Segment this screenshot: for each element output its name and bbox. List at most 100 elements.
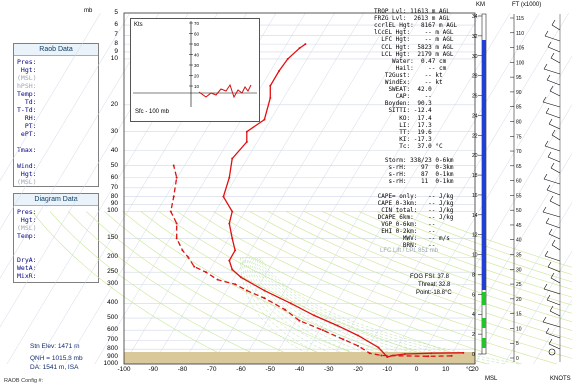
profile-point — [377, 346, 380, 349]
isotherm-line — [0, 12, 101, 182]
wind-barb — [546, 299, 561, 306]
index-line: lCcEL Hgt: -- m AGL — [374, 29, 454, 37]
profile-point — [234, 283, 237, 286]
index-line: SWEAT: 42.0 — [374, 86, 432, 94]
index-line: SITTI: -12.4 — [374, 107, 432, 115]
wet-layer-segment — [482, 338, 486, 348]
isotherm-line — [387, 55, 572, 365]
km-filled-segment — [482, 40, 486, 290]
raob-config-label: RAOB Config #: — [4, 378, 44, 384]
profile-point — [181, 249, 184, 252]
ft-tick-label: 55 — [516, 193, 522, 199]
isotherm-line — [240, 12, 452, 365]
pressure-tick-label: 800 — [107, 345, 118, 353]
pressure-tick-label: 10 — [110, 54, 118, 62]
temperature-tick-label: -40 — [294, 366, 305, 373]
hodograph-tick-label: 50 — [194, 42, 200, 47]
profile-point — [286, 57, 289, 60]
wind-barb-flag — [549, 195, 554, 202]
panel-field-label: T-Td: — [17, 106, 37, 114]
profile-point — [289, 302, 292, 305]
profile-point — [228, 176, 231, 179]
wind-barb-flag — [549, 85, 554, 92]
hodograph-panel[interactable]: Kts 70 60 50 40 30 20 10 Sfc - 100 mb — [130, 18, 260, 122]
pressure-tick-label: 70 — [110, 183, 118, 191]
profile-point — [245, 140, 248, 143]
wind-barb-flag — [548, 118, 553, 125]
diagram-data-title: Diagram Data — [14, 194, 98, 206]
panel-field-label: Pres: — [17, 208, 37, 216]
index-line: CCL Hgt: 5823 m AGL — [374, 43, 454, 51]
knots-label: KNOTS — [550, 376, 571, 382]
panel-field-label: hPSH: — [17, 82, 37, 90]
km-tick-label: 24 — [472, 113, 478, 119]
index-line: Water: 0.47 cm — [374, 57, 447, 65]
temperature-tick-label: -80 — [177, 366, 188, 373]
ft-tick-label: 15 — [516, 312, 522, 318]
wind-barb — [551, 134, 561, 141]
panel-field-label: Temp: — [17, 232, 37, 240]
wind-barb-flag — [546, 294, 551, 301]
profile-point — [380, 354, 383, 357]
dry-adiabat-line — [358, 211, 572, 290]
ft-tick-label: 70 — [516, 149, 522, 155]
km-tick-label: 16 — [472, 193, 478, 199]
isotherm-line — [416, 104, 572, 365]
index-line: MWV: -- m/s — [374, 235, 450, 243]
isotherm-line — [357, 12, 569, 365]
dry-adiabat-line — [213, 211, 572, 359]
wind-barb-flag — [544, 250, 549, 257]
wind-barb-flag — [547, 151, 552, 158]
profile-point — [231, 210, 234, 213]
wind-barb — [546, 79, 561, 86]
profile-point — [386, 356, 389, 359]
pressure-tick-label: 20 — [110, 100, 118, 108]
panel-field-label: PT: — [17, 122, 37, 130]
panel-field-label: ePT: — [17, 130, 37, 138]
wind-barb — [550, 57, 561, 64]
profile-point — [342, 338, 345, 341]
panel-field-label: Temp: — [17, 90, 37, 98]
index-line: Hail: -- cm — [374, 64, 447, 72]
panel-field-label: Wind: — [17, 162, 37, 170]
km-tick-label: 14 — [472, 213, 478, 219]
raob-data-title: Raob Data — [14, 44, 98, 56]
raob-data-panel: Raob Data Pres: Hgt: (MSL) hPSH: Temp: Td: T… — [13, 43, 99, 187]
index-line: DCAPE 6km: -- J/kg — [374, 213, 454, 221]
wind-barb-flag — [543, 63, 548, 70]
hodograph-tick-label: 20 — [194, 74, 200, 79]
panel-field-label: Pres: — [17, 58, 37, 66]
calm-wind-circle — [548, 348, 556, 356]
km-tick-label: 30 — [472, 54, 478, 60]
profile-point — [298, 47, 301, 50]
km-tick-label: 18 — [472, 173, 478, 179]
ft-tick-label: 50 — [516, 208, 522, 214]
wind-barb — [545, 222, 561, 229]
wind-barb-flag — [547, 41, 552, 48]
wind-barb — [551, 24, 561, 31]
panel-field-label: MixR: — [17, 272, 37, 280]
wind-barb-flag — [544, 30, 549, 37]
profile-point — [403, 353, 406, 356]
ft-tick-label: 105 — [516, 46, 525, 52]
isotherm-line — [123, 12, 335, 365]
dry-adiabat-line — [195, 211, 557, 365]
temperature-tick-label: -90 — [148, 366, 158, 373]
dry-adiabat-line — [394, 211, 572, 275]
ft-tick-label: 95 — [516, 75, 522, 81]
profile-point — [263, 289, 266, 292]
wind-barb-flag — [550, 162, 555, 169]
isotherm-line — [182, 12, 394, 365]
ft-tick-label: 60 — [516, 179, 522, 185]
wind-barb — [546, 189, 561, 196]
km-tick-label: 2 — [472, 332, 475, 338]
ft-tick-label: 45 — [516, 223, 522, 229]
moist-adiabat-line — [249, 257, 417, 365]
profile-point — [263, 118, 266, 121]
pressure-tick-label: 900 — [107, 353, 118, 361]
wind-barb-flag — [543, 283, 548, 290]
index-line: TROP Lvl: 11613 m AGL — [374, 8, 450, 15]
index-line: CAPE 0-3km: -- J/kg — [374, 199, 454, 207]
ft-tick-label: 115 — [516, 16, 524, 22]
